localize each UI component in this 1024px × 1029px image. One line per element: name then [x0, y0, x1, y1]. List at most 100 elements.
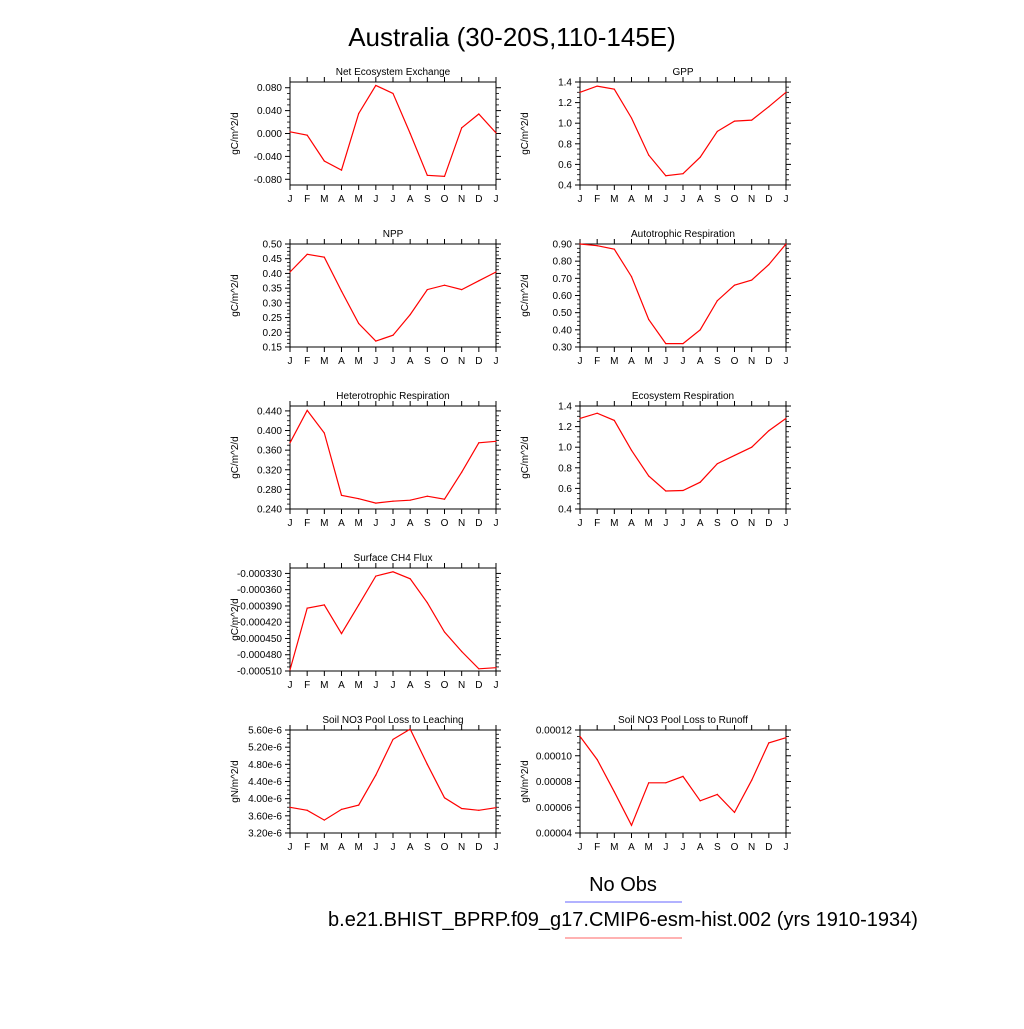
- x-tick-label: M: [644, 842, 652, 853]
- x-tick-label: A: [338, 518, 345, 529]
- x-tick-label: O: [441, 680, 449, 691]
- x-tick-label: J: [494, 518, 499, 529]
- x-tick-label: J: [663, 194, 668, 205]
- x-tick-label: A: [697, 842, 704, 853]
- x-tick-label: M: [644, 194, 652, 205]
- x-tick-label: O: [731, 194, 739, 205]
- data-point: [495, 807, 497, 809]
- x-tick-label: J: [373, 680, 378, 691]
- y-tick-label: 0.360: [257, 446, 282, 457]
- data-point: [392, 571, 394, 573]
- data-point: [289, 806, 291, 808]
- data-point: [323, 819, 325, 821]
- x-tick-label: S: [714, 194, 721, 205]
- y-tick-label: 0.50: [553, 308, 573, 319]
- x-tick-label: S: [424, 356, 431, 367]
- data-point: [461, 471, 463, 473]
- y-tick-label: 0.240: [257, 505, 282, 516]
- panel-title: Autotrophic Respiration: [631, 229, 735, 240]
- panel-title: Surface CH4 Flux: [354, 553, 433, 564]
- data-point: [323, 604, 325, 606]
- x-tick-label: A: [407, 680, 414, 691]
- data-point: [461, 650, 463, 653]
- x-tick-label: O: [731, 518, 739, 529]
- data-point: [306, 809, 308, 811]
- panel-title: Net Ecosystem Exchange: [336, 67, 451, 78]
- x-tick-label: M: [320, 842, 328, 853]
- y-tick-label: 4.80e-6: [248, 760, 282, 771]
- data-point: [340, 169, 343, 171]
- data-point: [596, 759, 598, 761]
- data-point: [323, 160, 325, 162]
- y-tick-label: 0.00012: [536, 726, 573, 737]
- x-tick-label: N: [458, 680, 465, 691]
- x-tick-label: F: [594, 518, 600, 529]
- y-tick-label: 1.4: [558, 402, 572, 413]
- data-point: [340, 494, 343, 496]
- x-tick-label: J: [391, 518, 396, 529]
- data-point: [375, 340, 377, 342]
- data-point: [306, 607, 308, 609]
- y-tick-label: 0.30: [263, 298, 283, 309]
- y-tick-label: -0.000390: [237, 601, 282, 612]
- series-line: [289, 571, 497, 671]
- data-point: [613, 791, 615, 793]
- x-tick-label: N: [748, 518, 755, 529]
- x-tick-label: N: [458, 194, 465, 205]
- data-point: [478, 668, 480, 670]
- legend-obs-label: No Obs: [589, 874, 657, 896]
- panel-8: Soil NO3 Pool Loss to Runoff gN/m^2/d 0.00…: [520, 715, 791, 853]
- data-point: [665, 175, 667, 177]
- data-point: [751, 779, 753, 781]
- y-axis-label: gC/m^2/d: [230, 274, 241, 317]
- data-point: [323, 432, 325, 434]
- legend-model-label: b.e21.BHIST_BPRP.f09_g17.CMIP6-esm-hist.…: [328, 909, 918, 931]
- data-point: [648, 318, 650, 321]
- y-axis-label: gC/m^2/d: [230, 112, 241, 155]
- x-tick-label: D: [475, 194, 482, 205]
- x-tick-label: M: [354, 842, 362, 853]
- x-tick-label: D: [475, 842, 482, 853]
- y-tick-label: 0.080: [257, 83, 282, 94]
- x-tick-label: M: [354, 518, 362, 529]
- data-point: [478, 280, 480, 282]
- data-point: [392, 500, 394, 502]
- x-tick-label: A: [407, 356, 414, 367]
- y-axis-label: gC/m^2/d: [230, 436, 241, 479]
- data-point: [665, 782, 667, 784]
- data-point: [392, 738, 394, 741]
- data-point: [751, 446, 753, 448]
- y-tick-label: 0.040: [257, 106, 282, 117]
- x-tick-label: M: [644, 518, 652, 529]
- x-tick-label: F: [594, 356, 600, 367]
- x-tick-label: A: [338, 356, 345, 367]
- y-tick-label: 0.00006: [536, 803, 573, 814]
- x-tick-label: J: [391, 842, 396, 853]
- x-tick-label: A: [628, 842, 635, 853]
- series-line: [289, 728, 497, 821]
- data-point: [461, 807, 463, 810]
- data-point: [596, 412, 598, 414]
- data-point: [409, 728, 411, 730]
- panel-3: Autotrophic Respiration gC/m^2/d 0.30 0.40 0…: [520, 229, 791, 367]
- x-tick-label: N: [458, 356, 465, 367]
- data-point: [495, 271, 497, 273]
- panel-4: Heterotrophic Respiration gC/m^2/d 0.240 0.…: [230, 391, 501, 529]
- plot-frame: [289, 81, 497, 186]
- data-point: [443, 631, 446, 633]
- panel-2: NPP gC/m^2/d 0.15 0.20 0.25 0.30 0.35 0.40 0.45 0…: [230, 229, 501, 367]
- y-tick-label: 0.00004: [536, 829, 573, 840]
- y-tick-label: 0.30: [553, 343, 573, 354]
- x-tick-label: N: [458, 518, 465, 529]
- data-point: [306, 253, 308, 255]
- y-tick-label: 1.2: [558, 98, 572, 109]
- x-tick-label: J: [663, 356, 668, 367]
- data-point: [596, 245, 598, 247]
- data-point: [648, 154, 650, 156]
- x-tick-label: A: [407, 518, 414, 529]
- data-point: [716, 793, 718, 795]
- data-point: [375, 774, 377, 776]
- x-tick-label: J: [663, 518, 668, 529]
- data-point: [785, 91, 787, 93]
